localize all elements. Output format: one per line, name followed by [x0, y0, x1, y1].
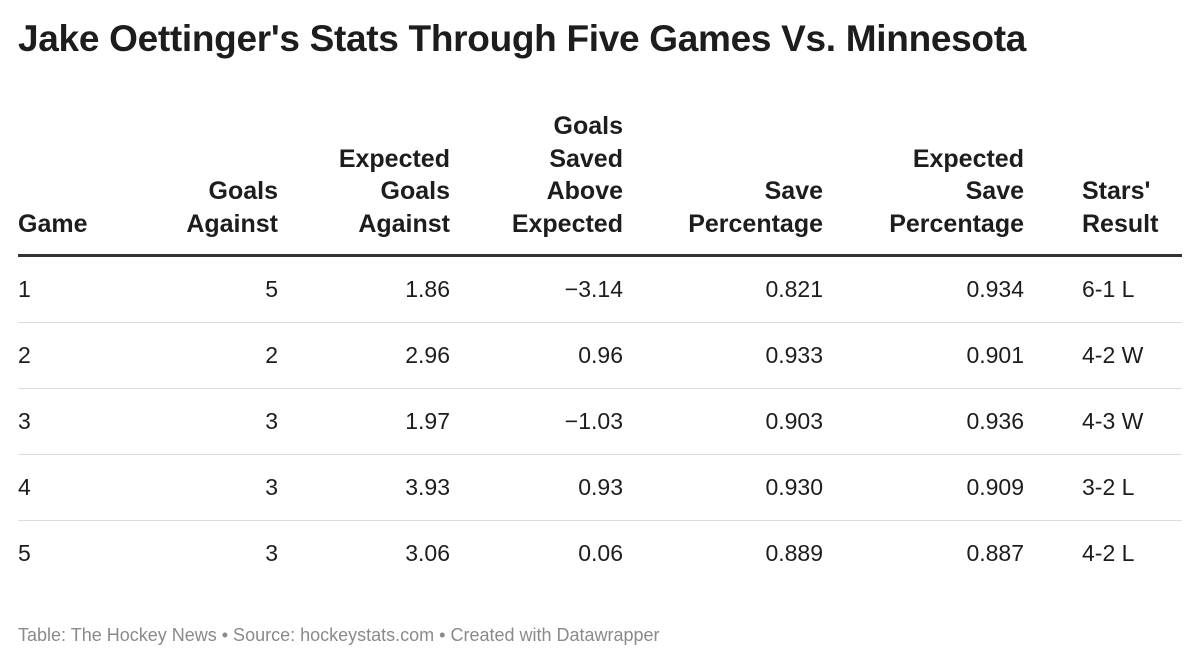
column-header-stars-result: Stars' Result	[1024, 110, 1182, 257]
stats-table: Game Goals Against Expected Goals Agains…	[18, 110, 1182, 586]
cell-expected-save-percentage: 0.936	[823, 388, 1024, 455]
cell-expected-save-percentage: 0.909	[823, 454, 1024, 521]
cell-gsax: 0.96	[450, 322, 623, 389]
cell-expected-goals-against: 1.86	[278, 255, 450, 323]
cell-result: 3-2 L	[1024, 454, 1182, 521]
cell-goals-against: 3	[265, 540, 278, 566]
cell-result: 4-3 W	[1024, 388, 1182, 455]
cell-save-percentage: 0.821	[623, 255, 823, 323]
column-header-goals-saved-above-expected: Goals Saved Above Expected	[450, 110, 623, 257]
table-row: 5 3 3.06 0.06 0.889 0.887 4-2 L	[18, 521, 1182, 587]
column-header-game: Game	[18, 110, 138, 257]
column-header-expected-save-percentage: Expected Save Percentage	[823, 110, 1024, 257]
cell-goals-against: 5	[138, 255, 278, 323]
cell-save-percentage: 0.933	[623, 322, 823, 389]
column-header-save-percentage: Save Percentage	[623, 110, 823, 257]
column-header-expected-goals-against: Expected Goals Against	[278, 110, 450, 257]
header-row: Game Goals Against Expected Goals Agains…	[18, 110, 1182, 257]
table-row: 4 3 3.93 0.93 0.930 0.909 3-2 L	[18, 454, 1182, 521]
cell-result: 6-1 L	[1024, 255, 1182, 323]
footer-credits: Table: The Hockey News • Source: hockeys…	[18, 625, 660, 645]
table-row: 3 3 1.97 −1.03 0.903 0.936 4-3 W	[18, 388, 1182, 455]
cell-game: 4	[18, 454, 138, 521]
cell-expected-save-percentage: 0.901	[823, 322, 1024, 389]
table-row: 2 2 2.96 0.96 0.933 0.901 4-2 W	[18, 322, 1182, 389]
cell-goals-against: 2	[138, 322, 278, 389]
cell-goals-against: 3	[138, 388, 278, 455]
cell-gsax: −1.03	[450, 388, 623, 455]
cell-result: 4-2 L	[1082, 540, 1135, 566]
cell-expected-goals-against: 3.93	[278, 454, 450, 521]
cell-expected-goals-against: 1.97	[278, 388, 450, 455]
cell-gsax: −3.14	[450, 255, 623, 323]
column-header-goals-against: Goals Against	[138, 110, 278, 257]
cell-save-percentage: 0.889	[765, 540, 823, 566]
cell-game: 3	[18, 388, 138, 455]
cell-save-percentage: 0.930	[623, 454, 823, 521]
cell-gsax: 0.93	[450, 454, 623, 521]
chart-title: Jake Oettinger's Stats Through Five Game…	[18, 18, 1027, 59]
cell-expected-save-percentage: 0.887	[966, 540, 1024, 566]
table-row: 1 5 1.86 −3.14 0.821 0.934 6-1 L	[18, 255, 1182, 323]
cell-expected-goals-against: 3.06	[405, 540, 450, 566]
cell-result: 4-2 W	[1024, 322, 1182, 389]
cell-save-percentage: 0.903	[623, 388, 823, 455]
cell-gsax: 0.06	[578, 540, 623, 566]
cell-game: 5	[18, 540, 31, 566]
cell-goals-against: 3	[138, 454, 278, 521]
cell-game: 1	[18, 255, 138, 323]
cell-expected-save-percentage: 0.934	[823, 255, 1024, 323]
cell-game: 2	[18, 322, 138, 389]
cell-expected-goals-against: 2.96	[278, 322, 450, 389]
